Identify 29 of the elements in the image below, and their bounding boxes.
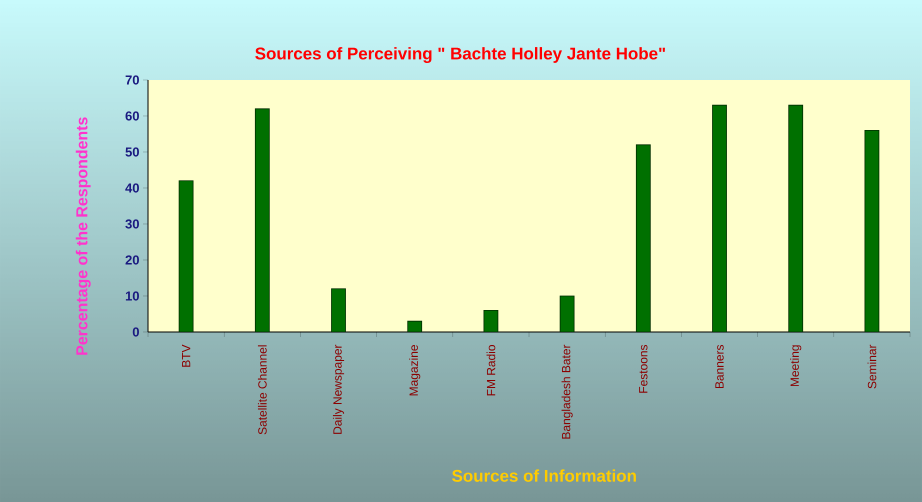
y-tick-label: 70 <box>126 75 139 85</box>
x-tick-label: Bangladesh Bater <box>562 344 573 439</box>
bar <box>712 104 727 332</box>
x-tick-label: FM Radio <box>486 345 496 396</box>
y-tick-label: 50 <box>125 147 139 157</box>
bar <box>788 104 804 332</box>
x-tick-label: BTV <box>182 344 190 367</box>
x-tick-label: Meeting <box>790 345 802 386</box>
y-tick-label: 30 <box>125 219 139 229</box>
y-tick-label: 0 <box>132 327 139 337</box>
y-tick-label: 40 <box>125 183 139 193</box>
y-tick-label: 20 <box>126 255 139 265</box>
x-tick-label: Magazine <box>409 345 420 396</box>
x-axis-title: Sources of Information <box>452 469 636 482</box>
bar <box>864 130 880 332</box>
y-tick-label: 60 <box>126 111 139 121</box>
bar <box>560 296 575 332</box>
x-tick-label: Festoons <box>639 344 648 393</box>
y-axis-title: Percentage of the Respondents <box>76 117 91 355</box>
x-tick-label: Daily Newspaper <box>332 344 344 434</box>
bar <box>636 144 651 332</box>
bar <box>331 288 346 332</box>
x-tick-label: Satellite Channel <box>258 345 267 434</box>
x-tick-label: Seminar <box>868 344 876 388</box>
bar <box>178 180 194 332</box>
bar <box>254 108 270 332</box>
chart-title: Sources of Perceiving " Bachte Holley Jante Hobe" <box>255 47 665 63</box>
x-tick-label: Banners <box>715 344 724 388</box>
y-tick-label: 10 <box>126 291 139 301</box>
